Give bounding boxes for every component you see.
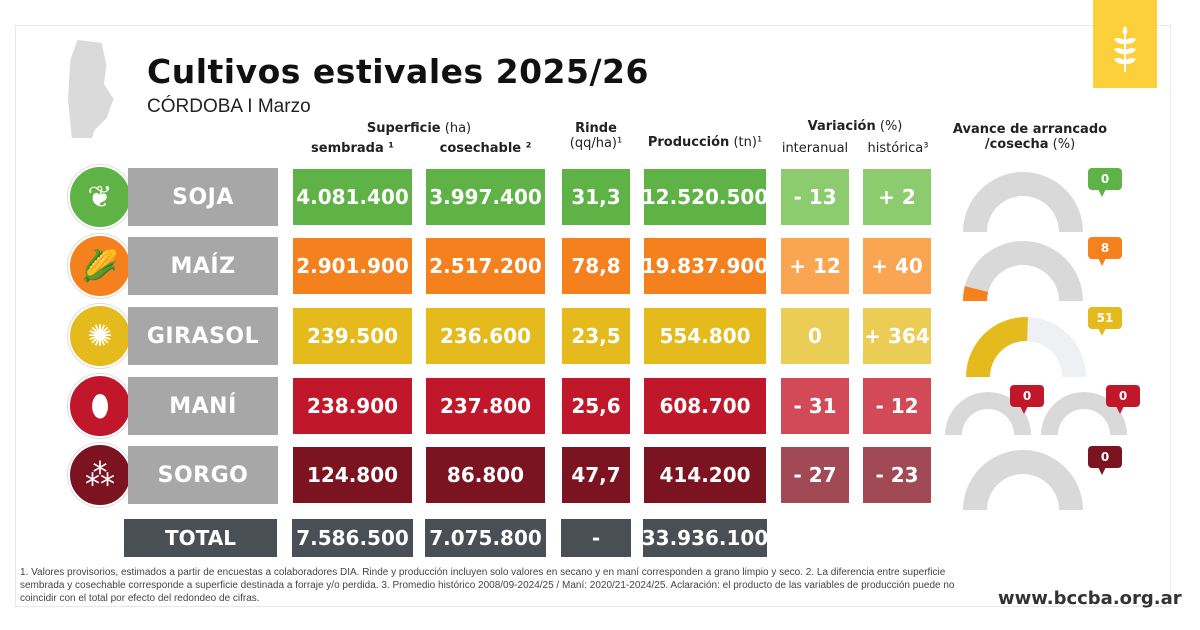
cell-rinde: 25,6 bbox=[561, 377, 631, 435]
cell-produccion: 554.800 bbox=[643, 307, 767, 365]
header-cosechable: cosechable ² bbox=[439, 141, 532, 156]
cell-produccion: 19.837.900 bbox=[642, 237, 768, 295]
cell-sembrada: 239.500 bbox=[292, 307, 413, 365]
cell-produccion: 12.520.500 bbox=[642, 168, 768, 226]
total-sembrada: 7.586.500 bbox=[292, 519, 413, 557]
cell-historica: - 23 bbox=[862, 446, 932, 504]
cell-cosechable: 86.800 bbox=[425, 446, 546, 504]
header-rinde: Rinde (qq/ha)¹ bbox=[569, 121, 623, 151]
cell-sembrada: 2.901.900 bbox=[292, 237, 413, 295]
cell-sembrada: 238.900 bbox=[292, 377, 413, 435]
cell-rinde: 47,7 bbox=[561, 446, 631, 504]
wheat-icon bbox=[1114, 26, 1136, 72]
header-variacion: Variación (%) bbox=[807, 119, 903, 134]
soy-leaf-icon: ❦ bbox=[68, 165, 132, 229]
header-historica: histórica³ bbox=[867, 141, 929, 156]
progress-value-badge: 51 bbox=[1088, 307, 1122, 336]
cell-rinde: 31,3 bbox=[561, 168, 631, 226]
header-produccion: Producción (tn)¹ bbox=[647, 135, 763, 150]
cell-cosechable: 236.600 bbox=[425, 307, 546, 365]
website-link[interactable]: www.bccba.org.ar bbox=[998, 588, 1182, 609]
cell-sembrada: 4.081.400 bbox=[292, 168, 413, 226]
cell-cosechable: 3.997.400 bbox=[425, 168, 546, 226]
bcc-logo bbox=[1093, 0, 1157, 88]
progress-gauge bbox=[945, 392, 1031, 435]
crop-name: MANÍ bbox=[128, 377, 278, 435]
corn-icon: 🌽 bbox=[68, 234, 132, 298]
page-subtitle: CÓRDOBA I Marzo bbox=[147, 96, 311, 117]
cell-produccion: 414.200 bbox=[643, 446, 767, 504]
total-cosechable: 7.075.800 bbox=[425, 519, 546, 557]
page-title: Cultivos estivales 2025/26 bbox=[147, 52, 649, 91]
progress-value-badge: 0 bbox=[1010, 385, 1044, 414]
total-produccion: 33.936.100 bbox=[642, 519, 768, 557]
crop-name: GIRASOL bbox=[128, 307, 278, 365]
header-superficie: Superficie (ha) bbox=[366, 121, 472, 136]
crop-name: SOJA bbox=[128, 168, 278, 226]
crop-name: MAÍZ bbox=[128, 237, 278, 295]
progress-value-badge: 8 bbox=[1088, 237, 1122, 266]
cell-rinde: 78,8 bbox=[561, 237, 631, 295]
peanut-icon: ⬮ bbox=[68, 374, 132, 438]
footnote: 1. Valores provisorios, estimados a part… bbox=[20, 567, 955, 604]
progress-gauge bbox=[963, 241, 1083, 301]
progress-gauge bbox=[963, 450, 1083, 510]
cell-interanual: - 27 bbox=[780, 446, 850, 504]
sunflower-icon: ✺ bbox=[68, 304, 132, 368]
total-rinde: - bbox=[561, 519, 631, 557]
cell-rinde: 23,5 bbox=[561, 307, 631, 365]
progress-gauge bbox=[963, 172, 1083, 232]
cell-interanual: 0 bbox=[780, 307, 850, 365]
progress-gauge bbox=[966, 317, 1086, 377]
cell-interanual: - 13 bbox=[780, 168, 850, 226]
cell-cosechable: 2.517.200 bbox=[425, 237, 546, 295]
cell-historica: + 40 bbox=[862, 237, 932, 295]
progress-value-badge: 0 bbox=[1088, 446, 1122, 475]
header-sembrada: sembrada ¹ bbox=[311, 141, 394, 156]
header-interanual: interanual bbox=[781, 141, 849, 156]
progress-gauge bbox=[1041, 392, 1127, 435]
cell-cosechable: 237.800 bbox=[425, 377, 546, 435]
cell-historica: + 364 bbox=[862, 307, 932, 365]
cell-interanual: - 31 bbox=[780, 377, 850, 435]
crop-name: SORGO bbox=[128, 446, 278, 504]
cell-produccion: 608.700 bbox=[643, 377, 767, 435]
total-label: TOTAL bbox=[124, 519, 277, 557]
progress-value-badge: 0 bbox=[1088, 168, 1122, 197]
cell-sembrada: 124.800 bbox=[292, 446, 413, 504]
sorghum-icon: ⁂ bbox=[68, 443, 132, 507]
header-avance: Avance de arrancado/cosecha (%) bbox=[952, 122, 1108, 152]
cell-historica: - 12 bbox=[862, 377, 932, 435]
cell-interanual: + 12 bbox=[780, 237, 850, 295]
progress-value-badge: 0 bbox=[1106, 385, 1140, 414]
cell-historica: + 2 bbox=[862, 168, 932, 226]
